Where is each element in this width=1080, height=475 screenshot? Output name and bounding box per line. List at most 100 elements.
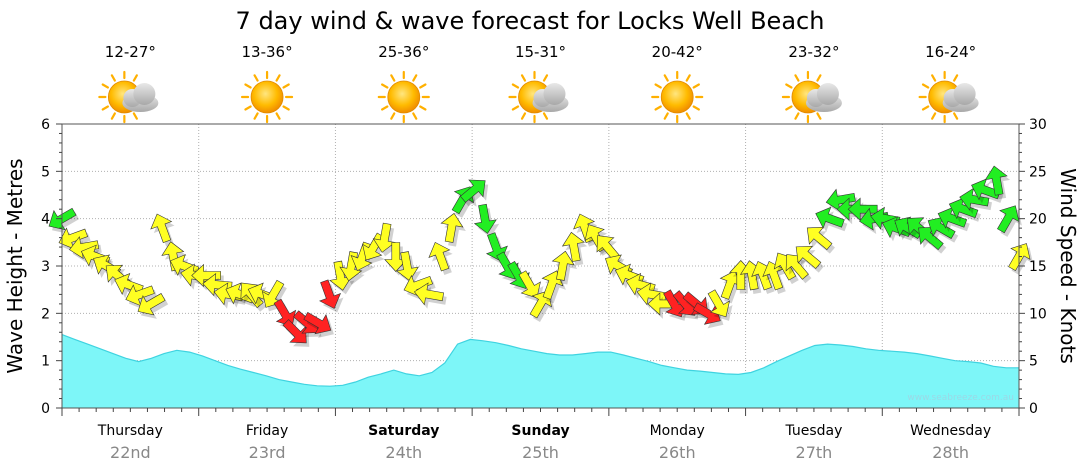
wind-arrow [773,252,797,281]
sun-disc [387,80,421,114]
wind-arrow [440,212,464,243]
y-left-tick-label: 6 [41,117,50,133]
day-labels: Thursday 22nd Friday 23rd Saturday 24th Sunday… [97,423,991,462]
y-left-tick-label: 0 [41,401,50,417]
sun-ray [785,105,793,111]
sun-ray [244,105,252,111]
cloud-puff [953,83,976,105]
wind-arrow [692,302,721,325]
day-name-label: Saturday [368,423,439,439]
sun-ray [419,105,427,111]
sun-ray [785,83,793,89]
sun-ray [275,112,281,120]
sun-ray [542,112,549,120]
sun-ray [953,112,959,120]
wind-arrow [984,165,1008,196]
wind-arrow [282,319,307,344]
sun-ray [654,83,662,89]
wind-arrow [261,279,285,308]
sun-ray [520,74,527,82]
wind-arrow [395,251,419,282]
sun-ray [101,105,110,111]
wind-speed-series [48,165,1034,347]
day-name-label: Monday [650,423,705,439]
wind-arrow [847,197,878,221]
chart-title: 7 day wind & wave forecast for Locks Wel… [236,7,825,35]
sunny-icon [240,70,294,124]
y-axis-right-label: Wind Speed - Knots [1056,168,1080,364]
y-left-tick-label: 3 [41,259,50,275]
wind-arrow [137,293,166,316]
day-name-label: Sunday [511,423,569,439]
wind-arrow [319,279,342,309]
sun-ray [953,74,959,82]
partly-cloudy-icon [98,70,159,124]
day-name-label: Thursday [97,423,163,439]
day-temperature: 20-42° [652,43,703,61]
sun-ray [794,74,800,82]
wind-arrow [806,226,833,251]
day-date-label: 24th [385,443,422,462]
sun-disc [660,80,694,114]
day-date-label: 26th [659,443,696,462]
wind-arrow [785,254,809,280]
wind-arrow [384,242,408,272]
sun-ray [132,112,138,120]
sun-ray [244,83,252,89]
wind-arrow [413,282,445,306]
sun-ray [921,105,930,111]
wind-arrow [372,222,396,253]
sun-ray [275,74,281,82]
day-date-label: 22nd [110,443,151,462]
sun-ray [816,112,822,120]
sun-ray [663,112,669,120]
day-name-label: Tuesday [784,423,842,439]
wind-arrow [58,227,89,250]
wind-arrow [997,205,1020,234]
wind-arrow [561,231,585,262]
sun-ray [931,74,937,82]
sun-ray [132,74,138,82]
wind-arrow [329,260,353,291]
sun-ray [412,112,418,120]
wave-area [62,334,1019,408]
watermark: www.seabreeze.com.au [907,393,1014,403]
daily-weather-band: 12-27° 13-36° 25-36° 15-31° 20-42° 23-32° 16-2… [98,43,979,124]
wind-arrow [428,241,451,272]
partly-cloudy-icon [918,70,979,124]
day-name-label: Wednesday [910,423,991,439]
partly-cloudy-icon [781,70,842,124]
day-date-label: 23rd [249,443,286,462]
sunny-icon [377,70,430,124]
sun-ray [663,74,669,82]
y-left-tick-label: 4 [41,212,50,228]
wave-line [61,334,1019,387]
day-temperature: 23-32° [788,43,839,61]
sun-ray [253,112,259,120]
wind-arrow [202,273,233,297]
wind-arrow [303,311,332,335]
sun-ray [390,112,396,120]
wind-arrow [596,235,620,261]
day-temperature: 16-24° [925,43,976,61]
axes: 0 1 2 3 4 5 6 0 5 10 15 20 25 30 [41,117,1047,417]
wind-arrow [114,272,144,295]
sun-disc [250,80,284,114]
day-date-label: 28th [932,443,969,462]
sun-ray [921,83,930,89]
wind-arrow [927,216,956,239]
y-right-tick-label: 30 [1029,117,1047,133]
y-right-tick-label: 10 [1029,306,1047,322]
day-date-label: 27th [796,443,833,462]
wind-arrow [150,213,173,244]
y-left-tick-label: 1 [41,354,50,370]
sun-ray [381,105,389,111]
sun-ray [520,112,527,120]
y-right-tick-label: 20 [1029,212,1047,228]
sun-ray [654,105,662,111]
sun-ray [101,83,110,89]
sun-ray [110,112,116,120]
sun-ray [816,74,822,82]
sunny-icon [651,70,704,124]
